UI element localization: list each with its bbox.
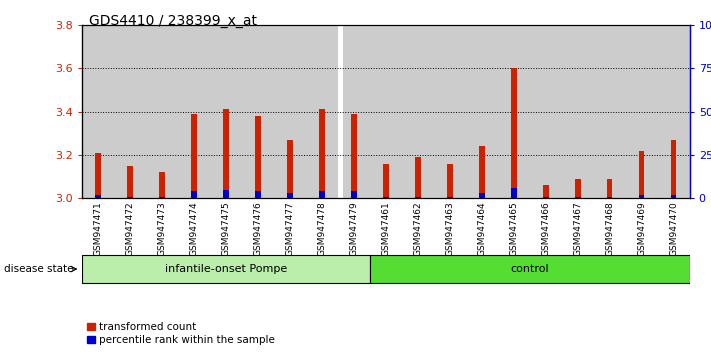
Bar: [343, 25, 370, 198]
Bar: [498, 25, 530, 198]
Legend: transformed count, percentile rank within the sample: transformed count, percentile rank withi…: [87, 322, 275, 345]
Bar: [255, 116, 260, 198]
Bar: [511, 188, 516, 198]
Bar: [95, 195, 100, 198]
Bar: [319, 191, 324, 198]
Bar: [658, 25, 690, 198]
Bar: [543, 196, 548, 198]
Bar: [415, 196, 420, 198]
Bar: [447, 196, 452, 198]
Bar: [607, 179, 612, 198]
Text: control: control: [510, 264, 549, 274]
Bar: [114, 25, 146, 198]
Bar: [351, 114, 356, 198]
Bar: [95, 153, 100, 198]
FancyBboxPatch shape: [82, 255, 370, 283]
Bar: [415, 157, 420, 198]
Bar: [338, 25, 370, 198]
Bar: [306, 25, 338, 198]
Bar: [511, 68, 516, 198]
Bar: [479, 193, 484, 198]
Bar: [338, 25, 370, 198]
Bar: [159, 196, 164, 198]
Bar: [530, 25, 562, 198]
Bar: [562, 25, 594, 198]
Bar: [466, 25, 498, 198]
Bar: [287, 193, 292, 198]
Bar: [402, 25, 434, 198]
FancyBboxPatch shape: [370, 255, 690, 283]
Bar: [287, 140, 292, 198]
Bar: [639, 150, 644, 198]
Bar: [223, 109, 228, 198]
Bar: [127, 196, 132, 198]
Bar: [351, 191, 356, 198]
Bar: [575, 196, 580, 198]
Bar: [178, 25, 210, 198]
Bar: [383, 196, 388, 198]
Bar: [319, 109, 324, 198]
Bar: [191, 191, 196, 198]
Bar: [447, 164, 452, 198]
Bar: [146, 25, 178, 198]
Bar: [434, 25, 466, 198]
Bar: [210, 25, 242, 198]
Bar: [543, 185, 548, 198]
Bar: [191, 114, 196, 198]
Bar: [671, 195, 676, 198]
Bar: [255, 191, 260, 198]
Bar: [671, 140, 676, 198]
Bar: [370, 25, 402, 198]
Bar: [223, 190, 228, 198]
Bar: [82, 25, 114, 198]
Bar: [242, 25, 274, 198]
Bar: [338, 25, 343, 198]
Bar: [274, 25, 306, 198]
Bar: [383, 164, 388, 198]
Bar: [639, 195, 644, 198]
Bar: [575, 179, 580, 198]
Text: GDS4410 / 238399_x_at: GDS4410 / 238399_x_at: [89, 14, 257, 28]
Bar: [607, 196, 612, 198]
Bar: [159, 172, 164, 198]
Bar: [127, 166, 132, 198]
Bar: [479, 146, 484, 198]
Text: disease state: disease state: [4, 264, 73, 274]
Text: infantile-onset Pompe: infantile-onset Pompe: [165, 264, 287, 274]
Bar: [626, 25, 658, 198]
Bar: [594, 25, 626, 198]
